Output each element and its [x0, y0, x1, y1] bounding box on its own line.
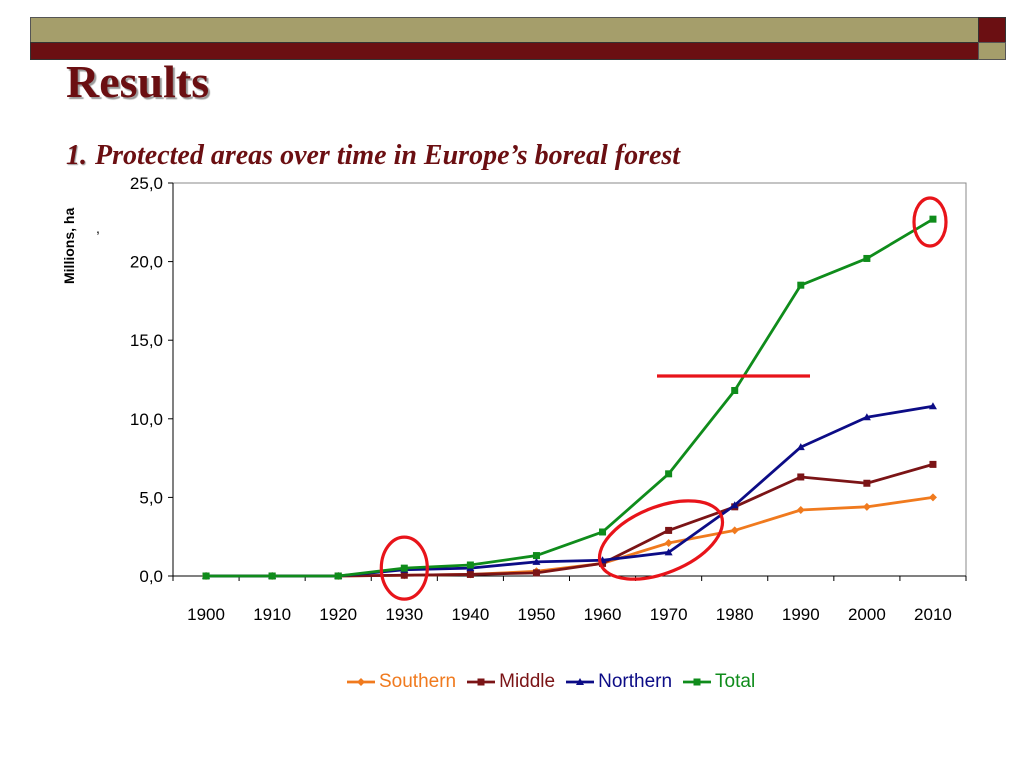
data-point-southern: [664, 538, 673, 547]
legend-swatch-southern: [347, 678, 375, 686]
x-tick-label: 1920: [319, 605, 357, 624]
legend-marker: [693, 678, 701, 686]
data-point-total: [466, 561, 474, 569]
legend-label-northern: Northern: [598, 671, 673, 692]
data-point-total: [400, 564, 408, 572]
header-square-olive: [978, 42, 1006, 60]
data-point-total: [334, 572, 342, 580]
data-point-total: [665, 470, 673, 478]
data-point-middle: [532, 569, 540, 577]
data-point-northern: [796, 443, 805, 451]
data-point-middle: [466, 570, 474, 578]
plot-area: [172, 182, 967, 577]
data-point-total: [929, 215, 937, 223]
y-tick-label: 15,0: [130, 331, 163, 350]
legend-item-northern: Northern: [565, 671, 672, 693]
data-point-northern: [730, 501, 739, 509]
legend-item-total: Total: [682, 671, 755, 693]
data-point-northern: [532, 557, 541, 565]
annotation-circle-2010: [912, 196, 948, 248]
x-tick-label: 2010: [914, 605, 952, 624]
x-tick-label: 1980: [716, 605, 754, 624]
legend-item-southern: Southern: [346, 671, 456, 693]
data-point-southern: [796, 505, 805, 514]
data-point-middle: [665, 526, 673, 534]
data-point-total: [202, 572, 210, 580]
series-line-middle: [206, 463, 934, 578]
y-axis-label: Millions, ha: [61, 207, 77, 284]
data-point-total: [863, 254, 871, 262]
legend-swatch-middle: [467, 678, 496, 686]
annotation-ellipse-1960-1980: [597, 499, 725, 581]
data-point-total: [268, 572, 276, 580]
legend-label-middle: Middle: [499, 671, 556, 692]
slide-subtitle: 1. Protected areas over time in Europe’s …: [66, 140, 680, 172]
legend-label-southern: Southern: [379, 671, 457, 692]
y-tick-label: 25,0: [130, 174, 163, 193]
data-point-southern: [730, 526, 739, 535]
x-tick-label: 1910: [253, 605, 291, 624]
series-line-northern: [206, 404, 934, 578]
x-tick-label: 1960: [584, 605, 622, 624]
series-line-southern: [206, 496, 934, 578]
legend-marker: [576, 678, 585, 685]
legend-item-middle: Middle: [466, 671, 555, 693]
data-point-middle: [929, 460, 937, 468]
x-tick-label: 1990: [782, 605, 820, 624]
data-point-middle: [400, 571, 408, 579]
data-point-total: [731, 387, 739, 395]
chart-legend: Southern Middle Northern Total: [346, 670, 755, 694]
y-tick-label: 20,0: [130, 253, 163, 272]
subtitle-number: 1.: [66, 140, 87, 171]
data-point-southern: [928, 493, 937, 502]
data-point-middle: [599, 559, 607, 567]
data-point-middle: [797, 473, 805, 481]
subtitle-text: Protected areas over time in Europe’s bo…: [95, 140, 681, 171]
y-tick-label: 10,0: [130, 410, 163, 429]
data-point-northern: [664, 548, 673, 556]
legend-marker: [477, 678, 485, 686]
y-tick-label: 5,0: [139, 488, 163, 507]
data-point-middle: [863, 479, 871, 487]
legend-swatch-total: [683, 678, 712, 686]
data-point-total: [599, 528, 607, 536]
x-tick-label: 1970: [650, 605, 688, 624]
data-point-northern: [862, 413, 871, 421]
x-tick-label: 1930: [385, 605, 423, 624]
data-point-southern: [862, 502, 871, 511]
data-point-total: [797, 281, 805, 289]
legend-label-total: Total: [715, 671, 756, 692]
legend-swatch-northern: [566, 678, 595, 685]
slide-title: Results: [66, 56, 210, 107]
x-tick-label: 1940: [451, 605, 489, 624]
x-tick-label: 2000: [848, 605, 886, 624]
y-tick-label: 0,0: [139, 567, 163, 586]
x-tick-label: 1950: [518, 605, 556, 624]
annotation-circle-1930: [379, 535, 429, 601]
stray-mark: ,: [96, 220, 100, 236]
data-point-northern: [928, 402, 937, 410]
series-line-total: [206, 217, 934, 578]
data-point-total: [532, 552, 540, 560]
x-tick-label: 1900: [187, 605, 225, 624]
legend-marker: [357, 678, 365, 686]
